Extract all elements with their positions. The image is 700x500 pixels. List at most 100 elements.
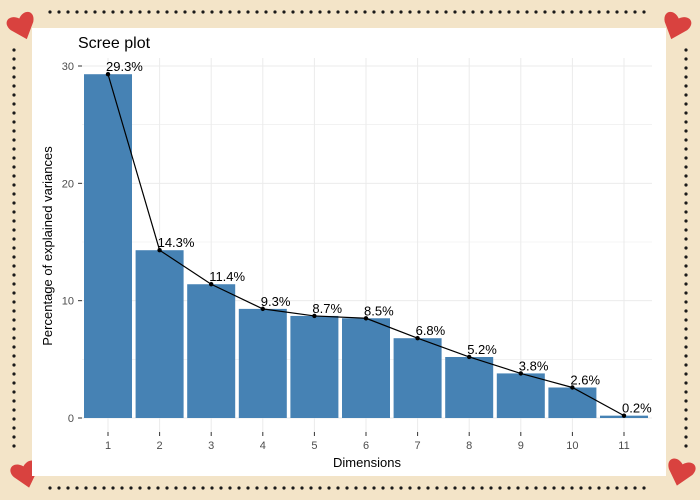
border-dot xyxy=(399,486,403,490)
border-dot xyxy=(57,10,61,14)
border-dot xyxy=(684,57,688,61)
border-dot xyxy=(381,486,385,490)
border-dot xyxy=(390,10,394,14)
border-dot xyxy=(642,486,646,490)
border-dot xyxy=(219,10,223,14)
border-dot xyxy=(684,435,688,439)
border-dot xyxy=(381,10,385,14)
border-dot xyxy=(12,120,16,124)
border-dot xyxy=(684,183,688,187)
x-tick-label: 6 xyxy=(363,440,369,452)
border-dot xyxy=(684,192,688,196)
border-dot xyxy=(273,486,277,490)
border-dot xyxy=(417,10,421,14)
y-tick-label: 10 xyxy=(62,296,74,308)
border-dot xyxy=(684,444,688,448)
border-dot xyxy=(84,10,88,14)
border-dot xyxy=(684,345,688,349)
border-dot xyxy=(12,93,16,97)
y-axis: 0 10 20 30 xyxy=(62,61,82,425)
border-dot xyxy=(498,10,502,14)
border-dot xyxy=(192,486,196,490)
border-dot xyxy=(615,486,619,490)
border-dot xyxy=(408,486,412,490)
border-dot xyxy=(372,10,376,14)
x-tick-label: 4 xyxy=(260,440,266,452)
border-dot xyxy=(543,10,547,14)
border-dot xyxy=(309,486,313,490)
border-dot xyxy=(327,10,331,14)
border-dot xyxy=(684,291,688,295)
border-dot xyxy=(426,486,430,490)
border-dot xyxy=(579,486,583,490)
border-dot xyxy=(12,165,16,169)
border-dot xyxy=(684,372,688,376)
border-dot xyxy=(318,10,322,14)
line-point xyxy=(415,336,420,341)
y-tick-label: 20 xyxy=(62,178,74,190)
border-dot xyxy=(12,345,16,349)
border-dot xyxy=(12,138,16,142)
border-dot xyxy=(606,486,610,490)
border-dot xyxy=(579,10,583,14)
data-label: 29.3% xyxy=(106,59,143,74)
bar xyxy=(342,318,390,418)
border-dot xyxy=(183,486,187,490)
border-dot xyxy=(201,10,205,14)
border-dot xyxy=(120,486,124,490)
line-point xyxy=(260,306,265,312)
border-dot xyxy=(684,363,688,367)
border-dot xyxy=(507,486,511,490)
border-dot xyxy=(480,486,484,490)
border-dot xyxy=(444,10,448,14)
border-dot xyxy=(111,486,115,490)
y-axis-title: Percentage of explained variances xyxy=(40,146,55,346)
border-dot xyxy=(12,417,16,421)
bar xyxy=(238,308,287,418)
border-dot xyxy=(156,10,160,14)
x-tick-label: 7 xyxy=(415,440,421,452)
border-dot xyxy=(309,10,313,14)
bar xyxy=(290,315,339,418)
border-dot xyxy=(684,426,688,430)
border-dot xyxy=(12,219,16,223)
border-dot xyxy=(12,309,16,313)
border-dot xyxy=(684,48,688,52)
border-dot xyxy=(684,201,688,205)
border-dot xyxy=(111,10,115,14)
border-dot xyxy=(534,486,538,490)
border-dot xyxy=(12,273,16,277)
border-dot xyxy=(12,192,16,196)
border-dot xyxy=(219,486,223,490)
border-dot xyxy=(228,10,232,14)
border-dot xyxy=(684,300,688,304)
border-dot xyxy=(633,486,637,490)
border-dot xyxy=(300,486,304,490)
border-dot xyxy=(417,486,421,490)
border-dot xyxy=(12,282,16,286)
line-point xyxy=(621,413,627,418)
border-dot xyxy=(138,10,142,14)
border-dot xyxy=(75,486,79,490)
bars xyxy=(84,74,648,419)
border-dot xyxy=(75,10,79,14)
border-dot xyxy=(12,408,16,412)
data-label: 2.6% xyxy=(570,372,600,387)
border-dot xyxy=(12,399,16,403)
border-dot xyxy=(684,102,688,106)
border-dot xyxy=(588,10,592,14)
border-dot xyxy=(291,486,295,490)
border-dot xyxy=(684,165,688,169)
bar xyxy=(393,338,442,418)
border-dot xyxy=(462,10,466,14)
data-label: 3.8% xyxy=(519,358,549,373)
border-dot xyxy=(264,486,268,490)
border-dot xyxy=(192,10,196,14)
border-dot xyxy=(12,300,16,304)
border-dot xyxy=(408,10,412,14)
border-dot xyxy=(282,486,286,490)
border-dot xyxy=(633,10,637,14)
border-dot xyxy=(684,255,688,259)
bar xyxy=(445,356,494,418)
border-dot xyxy=(390,486,394,490)
